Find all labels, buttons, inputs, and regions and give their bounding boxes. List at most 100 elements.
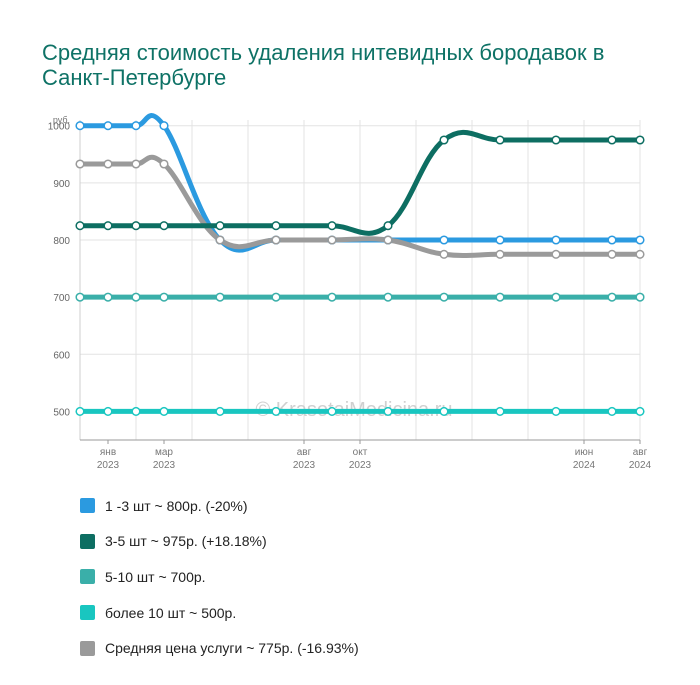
y-tick-label: 1000 xyxy=(48,122,71,133)
legend-label: 5-10 шт ~ 700р. xyxy=(105,568,206,585)
data-point[interactable] xyxy=(215,221,225,231)
data-point[interactable] xyxy=(439,135,449,145)
data-point[interactable] xyxy=(383,292,393,302)
data-point[interactable] xyxy=(495,249,505,259)
data-point[interactable] xyxy=(215,406,225,416)
data-point[interactable] xyxy=(159,221,169,231)
x-tick-label-month: авг xyxy=(297,447,312,458)
data-point[interactable] xyxy=(551,235,561,245)
data-point[interactable] xyxy=(327,235,337,245)
legend: 1 -3 шт ~ 800р. (-20%) 3-5 шт ~ 975р. (+1… xyxy=(80,488,359,666)
data-point[interactable] xyxy=(271,235,281,245)
y-tick-labels: 500 600 700 800 900 1000 xyxy=(48,122,71,419)
data-point[interactable] xyxy=(159,121,169,131)
legend-item[interactable]: 3-5 шт ~ 975р. (+18.18%) xyxy=(80,524,359,560)
data-point[interactable] xyxy=(103,221,113,231)
data-point[interactable] xyxy=(383,406,393,416)
data-point[interactable] xyxy=(495,135,505,145)
data-point[interactable] xyxy=(75,221,85,231)
data-point[interactable] xyxy=(75,121,85,131)
data-point[interactable] xyxy=(495,292,505,302)
data-point[interactable] xyxy=(131,221,141,231)
x-tick-label-month: авг xyxy=(633,447,648,458)
data-point[interactable] xyxy=(439,249,449,259)
legend-swatch xyxy=(80,498,95,514)
x-tick-label-year: 2024 xyxy=(573,460,596,471)
data-point[interactable] xyxy=(383,235,393,245)
data-point[interactable] xyxy=(159,159,169,169)
x-tick-label-year: 2024 xyxy=(629,460,652,471)
x-tick-label-month: мар xyxy=(155,447,173,458)
data-point[interactable] xyxy=(635,135,645,145)
data-point[interactable] xyxy=(103,406,113,416)
x-tick-label-year: 2023 xyxy=(293,460,316,471)
legend-item[interactable]: 5-10 шт ~ 700р. xyxy=(80,559,359,595)
data-point[interactable] xyxy=(215,235,225,245)
data-point[interactable] xyxy=(635,406,645,416)
data-point[interactable] xyxy=(215,292,225,302)
data-point[interactable] xyxy=(75,159,85,169)
data-point[interactable] xyxy=(635,292,645,302)
y-tick-label: 500 xyxy=(53,407,70,418)
data-point[interactable] xyxy=(271,221,281,231)
data-point[interactable] xyxy=(495,235,505,245)
data-point[interactable] xyxy=(327,292,337,302)
legend-swatch xyxy=(80,533,95,549)
data-point[interactable] xyxy=(439,292,449,302)
data-point[interactable] xyxy=(551,135,561,145)
data-point[interactable] xyxy=(439,406,449,416)
y-tick-label: 600 xyxy=(53,350,70,361)
legend-label: Средняя цена услуги ~ 775р. (-16.93%) xyxy=(105,640,359,657)
data-point[interactable] xyxy=(635,249,645,259)
legend-item[interactable]: 1 -3 шт ~ 800р. (-20%) xyxy=(80,488,359,524)
legend-label: более 10 шт ~ 500р. xyxy=(105,604,237,621)
data-point[interactable] xyxy=(607,135,617,145)
data-point[interactable] xyxy=(551,292,561,302)
data-point[interactable] xyxy=(159,406,169,416)
data-point[interactable] xyxy=(607,249,617,259)
data-point[interactable] xyxy=(131,292,141,302)
data-point[interactable] xyxy=(103,292,113,302)
legend-label: 1 -3 шт ~ 800р. (-20%) xyxy=(105,497,248,514)
data-point[interactable] xyxy=(607,406,617,416)
points-layer xyxy=(75,121,645,416)
legend-item[interactable]: Средняя цена услуги ~ 775р. (-16.93%) xyxy=(80,630,359,666)
legend-swatch xyxy=(80,640,95,656)
y-axis-unit: руб. xyxy=(53,115,70,125)
data-point[interactable] xyxy=(551,406,561,416)
y-tick-label: 900 xyxy=(53,179,70,190)
legend-swatch xyxy=(80,605,95,621)
chart-title: Средняя стоимость удаления нитевидных бо… xyxy=(42,40,605,90)
x-tick-label-year: 2023 xyxy=(349,460,372,471)
data-point[interactable] xyxy=(75,406,85,416)
data-point[interactable] xyxy=(131,159,141,169)
data-point[interactable] xyxy=(131,406,141,416)
data-point[interactable] xyxy=(495,406,505,416)
legend-swatch xyxy=(80,569,95,585)
x-tick-label-month: окт xyxy=(353,447,368,458)
y-tick-label: 800 xyxy=(53,236,70,247)
data-point[interactable] xyxy=(159,292,169,302)
data-point[interactable] xyxy=(75,292,85,302)
data-point[interactable] xyxy=(327,221,337,231)
legend-label: 3-5 шт ~ 975р. (+18.18%) xyxy=(105,533,267,550)
data-point[interactable] xyxy=(103,159,113,169)
data-point[interactable] xyxy=(383,221,393,231)
x-tick-label-year: 2023 xyxy=(97,460,120,471)
y-tick-label: 700 xyxy=(53,293,70,304)
data-point[interactable] xyxy=(607,292,617,302)
x-tick-labels: янв 2023 мар 2023 авг 2023 окт 2023 июн 2024 авг 20… xyxy=(97,440,652,471)
data-point[interactable] xyxy=(635,235,645,245)
data-point[interactable] xyxy=(103,121,113,131)
data-point[interactable] xyxy=(271,292,281,302)
x-tick-label-month: янв xyxy=(100,447,116,458)
x-tick-label-month: июн xyxy=(575,447,594,458)
data-point[interactable] xyxy=(551,249,561,259)
legend-item[interactable]: более 10 шт ~ 500р. xyxy=(80,595,359,631)
data-point[interactable] xyxy=(327,406,337,416)
data-point[interactable] xyxy=(271,406,281,416)
x-tick-label-year: 2023 xyxy=(153,460,176,471)
data-point[interactable] xyxy=(131,121,141,131)
data-point[interactable] xyxy=(439,235,449,245)
data-point[interactable] xyxy=(607,235,617,245)
